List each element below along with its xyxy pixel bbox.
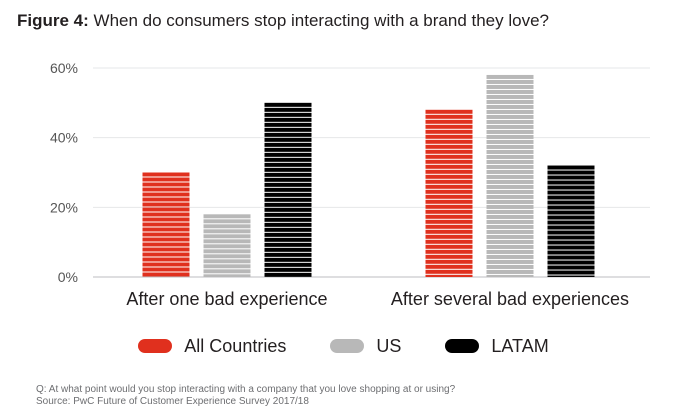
legend-item-latam: LATAM <box>445 335 548 357</box>
legend-swatch-latam <box>445 339 479 353</box>
y-tick-label: 20% <box>50 199 78 215</box>
legend: All Countries US LATAM <box>0 335 687 357</box>
bar-us-2 <box>487 75 534 277</box>
bar-us-1 <box>204 214 251 277</box>
y-tick-label: 40% <box>50 130 78 146</box>
legend-label-all-countries: All Countries <box>184 335 286 357</box>
y-tick-label: 0% <box>58 269 78 285</box>
category-label: After one bad experience <box>126 289 327 309</box>
legend-item-us: US <box>330 335 401 357</box>
legend-label-us: US <box>376 335 401 357</box>
legend-swatch-us <box>330 339 364 353</box>
legend-label-latam: LATAM <box>491 335 548 357</box>
source-note: Source: PwC Future of Customer Experienc… <box>36 396 455 408</box>
category-label: After several bad experiences <box>391 289 629 309</box>
bar-latam-1 <box>265 103 312 277</box>
bar-chart: 0% 20% 40% 60% After one bad experience After… <box>0 0 687 330</box>
legend-item-all-countries: All Countries <box>138 335 286 357</box>
bar-latam-2 <box>548 166 595 277</box>
survey-question: Q: At what point would you stop interact… <box>36 384 455 396</box>
legend-swatch-all-countries <box>138 339 172 353</box>
y-tick-label: 60% <box>50 60 78 76</box>
bar-all-countries-2 <box>426 110 473 277</box>
footnote: Q: At what point would you stop interact… <box>36 384 455 408</box>
bar-all-countries-1 <box>143 173 190 277</box>
